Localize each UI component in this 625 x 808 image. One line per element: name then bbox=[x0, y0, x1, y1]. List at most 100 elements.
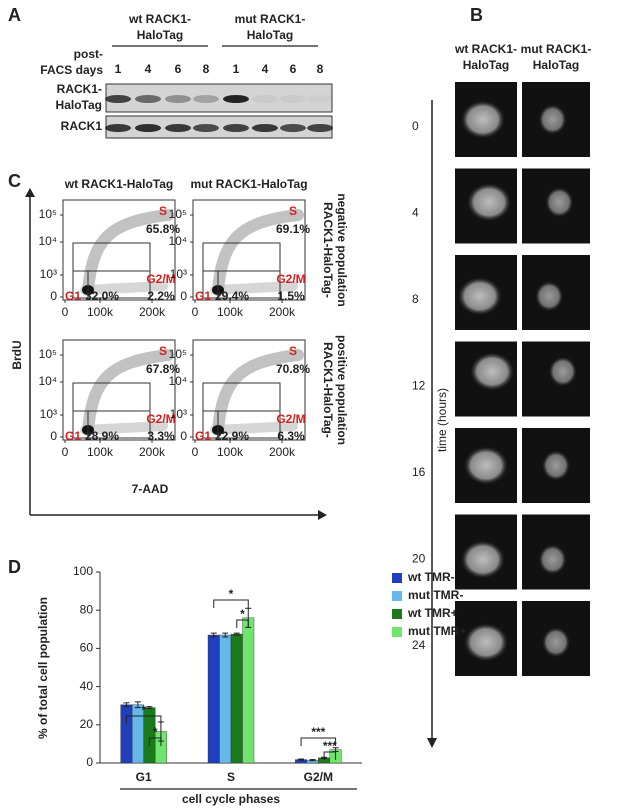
gate-percent: 67.8% bbox=[146, 362, 180, 376]
gate-percent: 2.2% bbox=[147, 289, 175, 303]
gate-percent: 28.9% bbox=[85, 429, 119, 443]
arrow-head bbox=[427, 738, 437, 748]
y-tick-label: 10⁴ bbox=[168, 374, 187, 388]
day-label: 8 bbox=[203, 62, 210, 76]
x-tick-label: 100k bbox=[217, 445, 244, 459]
cell bbox=[542, 450, 570, 481]
y-tick-label: 10⁵ bbox=[39, 347, 57, 361]
row-header: FACS days bbox=[40, 63, 103, 77]
error-bar bbox=[146, 706, 153, 710]
significance-bracket bbox=[213, 599, 249, 608]
x-tick-label: G2/M bbox=[304, 770, 333, 784]
gate-name: S bbox=[289, 344, 297, 358]
row-label: RACK1-HaloTag- bbox=[321, 342, 335, 438]
day-label: 4 bbox=[262, 62, 269, 76]
density bbox=[82, 209, 174, 296]
cell bbox=[470, 352, 515, 391]
axis-label: time (hours) bbox=[435, 388, 449, 452]
gate-name: G1 bbox=[65, 429, 81, 443]
cell bbox=[467, 183, 512, 222]
panel-label: C bbox=[8, 171, 21, 191]
bar bbox=[242, 617, 255, 764]
column-title: HaloTag bbox=[463, 58, 509, 72]
row-header: post- bbox=[74, 47, 103, 61]
x-tick-label: S bbox=[227, 770, 235, 784]
legend-label: wt TMR+ bbox=[407, 606, 458, 620]
arrow-head bbox=[25, 188, 35, 197]
y-tick-label: 80 bbox=[80, 602, 94, 616]
cell bbox=[548, 356, 577, 387]
legend-label: wt TMR- bbox=[407, 570, 455, 584]
band bbox=[193, 95, 219, 103]
day-label: 6 bbox=[290, 62, 297, 76]
band bbox=[165, 95, 191, 103]
axis-label: BrdU bbox=[10, 340, 24, 369]
error-bar bbox=[298, 758, 305, 761]
gate-name: G2/M bbox=[146, 272, 175, 286]
y-tick-label: 10³ bbox=[40, 407, 57, 421]
column-title: HaloTag bbox=[533, 58, 579, 72]
x-tick-label: 200k bbox=[269, 305, 296, 319]
blot-name: RACK1- bbox=[57, 82, 102, 96]
band bbox=[135, 95, 161, 103]
band bbox=[165, 124, 191, 132]
gate-percent: 32.0% bbox=[85, 289, 119, 303]
error-bar bbox=[222, 632, 229, 638]
column-title: wt RACK1- bbox=[128, 12, 191, 26]
time-label: 8 bbox=[412, 292, 419, 306]
gate-percent: 69.1% bbox=[276, 222, 310, 236]
blot-name: HaloTag bbox=[56, 98, 102, 112]
column-title: HaloTag bbox=[137, 28, 183, 42]
legend-swatch bbox=[392, 627, 402, 637]
gate-name: G1 bbox=[195, 289, 211, 303]
cell bbox=[538, 544, 567, 575]
y-tick-label: 10⁴ bbox=[168, 234, 187, 248]
band bbox=[223, 95, 249, 103]
y-tick-label: 60 bbox=[80, 641, 94, 655]
significance-bracket bbox=[125, 715, 162, 724]
legend-label: mut TMR- bbox=[408, 588, 463, 602]
cell bbox=[460, 540, 505, 579]
y-tick-label: 0 bbox=[50, 289, 57, 303]
x-tick-label: 200k bbox=[139, 305, 166, 319]
row-label: positive population bbox=[335, 335, 349, 445]
cell bbox=[464, 623, 508, 662]
error-bar bbox=[123, 702, 130, 708]
gate-name: G2/M bbox=[276, 272, 305, 286]
gate-name: S bbox=[289, 204, 297, 218]
significance-label: *** bbox=[323, 739, 337, 753]
axis-label: 7-AAD bbox=[132, 482, 169, 496]
row-label: RACK1-HaloTag- bbox=[321, 202, 335, 298]
significance-bracket bbox=[148, 737, 162, 746]
row-label: negative population bbox=[335, 193, 349, 306]
significance-bracket bbox=[323, 751, 337, 760]
y-tick-label: 20 bbox=[80, 717, 94, 731]
y-tick-label: 10⁵ bbox=[39, 207, 57, 221]
panel-label: D bbox=[8, 557, 21, 577]
column-title: HaloTag bbox=[247, 28, 293, 42]
column-title: mut RACK1- bbox=[235, 12, 306, 26]
bar bbox=[230, 633, 243, 764]
gate-name: G1 bbox=[195, 429, 211, 443]
y-tick-label: 0 bbox=[86, 755, 93, 769]
legend-swatch bbox=[392, 591, 402, 601]
x-tick-label: 0 bbox=[62, 305, 69, 319]
x-tick-label: 0 bbox=[62, 445, 69, 459]
gate-name: S bbox=[159, 344, 167, 358]
legend-swatch bbox=[392, 573, 402, 583]
y-tick-label: 10³ bbox=[40, 267, 57, 281]
error-bar bbox=[134, 701, 141, 709]
axis-label: % of total cell population bbox=[36, 597, 50, 739]
gate-percent: 29.4% bbox=[215, 289, 249, 303]
band bbox=[280, 124, 306, 132]
legend-swatch bbox=[392, 609, 402, 619]
significance-bracket bbox=[236, 619, 249, 628]
gate-percent: 3.3% bbox=[147, 429, 175, 443]
cell bbox=[542, 627, 570, 658]
significance-bracket bbox=[300, 737, 337, 746]
band bbox=[105, 95, 131, 103]
y-tick-label: 10⁴ bbox=[38, 234, 57, 248]
significance-label: * bbox=[141, 703, 146, 717]
significance-label: * bbox=[240, 607, 245, 621]
day-label: 4 bbox=[145, 62, 152, 76]
